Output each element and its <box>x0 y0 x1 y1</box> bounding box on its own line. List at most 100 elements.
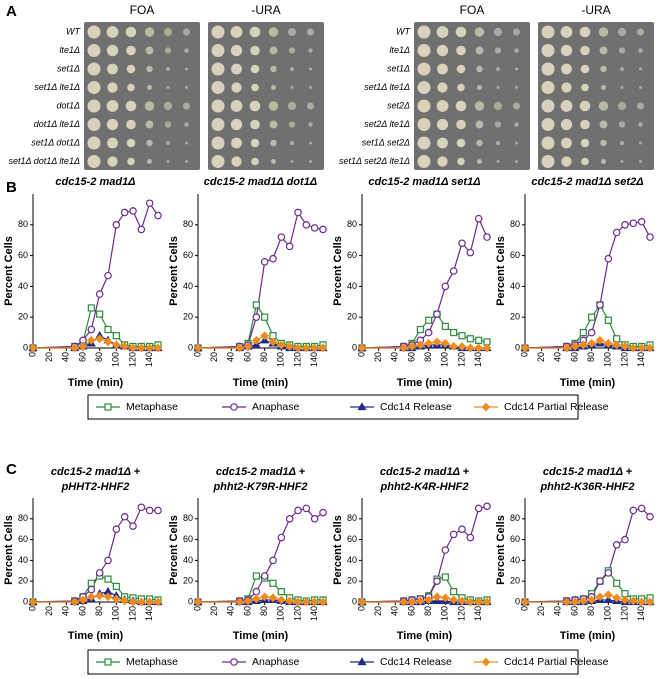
y-tick-label: 0 <box>23 342 28 352</box>
marker-square <box>475 336 483 344</box>
strain-label: dot1Δ <box>56 100 80 110</box>
colony-spot <box>417 136 431 150</box>
marker-diamond <box>251 594 261 604</box>
y-tick-label: 40 <box>183 281 193 291</box>
marker-diamond <box>570 342 580 351</box>
marker-diamond <box>465 597 475 607</box>
marker-circle <box>104 556 112 565</box>
marker-diamond <box>482 343 492 353</box>
marker-diamond <box>318 343 328 353</box>
marker-diamond <box>103 337 113 347</box>
marker-diamond <box>399 597 409 607</box>
colony-spot <box>456 119 466 130</box>
colony-spot <box>309 160 312 163</box>
x-tick-label: 20 <box>536 606 546 616</box>
colony-spot <box>417 44 431 57</box>
colony-spot <box>290 86 294 89</box>
marker-diamond <box>424 595 434 605</box>
colony-spot <box>211 25 225 39</box>
colony-spot <box>269 46 278 55</box>
y-tick-label: 60 <box>510 534 520 544</box>
y-tick-label: 40 <box>183 555 193 565</box>
y-tick-label: 0 <box>352 342 357 352</box>
colony-spot <box>249 100 261 112</box>
strain-label: lte1Δ <box>389 45 410 55</box>
colony-spot <box>251 157 259 166</box>
x-tick-label: 80 <box>586 352 596 362</box>
colony-spot <box>494 47 502 54</box>
colony-spot <box>455 26 467 38</box>
colony-spot <box>541 25 555 39</box>
marker-diamond <box>120 596 130 606</box>
legend-label: Anaphase <box>252 401 299 413</box>
marker-square <box>104 325 112 334</box>
legend-label: Metaphase <box>126 656 178 668</box>
y-tick-label: 60 <box>347 250 357 260</box>
colony-spot <box>541 62 555 76</box>
marker-diamond <box>136 597 146 607</box>
colony-spot <box>598 27 609 37</box>
marker-circle <box>483 502 491 511</box>
marker-circle <box>120 512 129 521</box>
colony-spot <box>165 140 171 146</box>
marker-diamond <box>440 339 450 348</box>
colony-spot <box>270 65 277 73</box>
plate-header: FOA <box>130 3 155 17</box>
marker-diamond <box>415 340 425 350</box>
plate-header: -URA <box>581 3 610 17</box>
colony-spot <box>184 122 189 127</box>
chart-title: phht2-K79R-HHF2 <box>212 481 307 493</box>
marker-diamond <box>193 343 203 353</box>
y-tick-label: 80 <box>510 219 520 229</box>
colony-spot <box>87 44 101 57</box>
colony-spot <box>493 101 503 111</box>
marker-diamond <box>276 340 286 350</box>
y-tick-label: 20 <box>183 312 193 322</box>
marker-diamond <box>620 595 630 605</box>
colony-spot <box>619 66 625 72</box>
y-tick-label: 80 <box>183 513 193 523</box>
colony-spot <box>230 44 243 57</box>
x-tick-label: 100 <box>440 606 450 621</box>
y-tick-label: 40 <box>347 555 357 565</box>
x-tick-label: 20 <box>44 606 54 616</box>
colony-spot <box>145 120 154 129</box>
marker-circle <box>637 217 646 226</box>
colony-spot <box>600 139 607 147</box>
marker-diamond <box>407 597 417 607</box>
series-line <box>32 201 159 349</box>
y-axis-label: Percent Cells <box>168 515 180 585</box>
marker-diamond <box>145 597 155 607</box>
colony-spot <box>600 65 607 73</box>
marker-circle <box>154 506 162 515</box>
marker-circle <box>120 208 129 217</box>
colony-spot <box>163 27 173 37</box>
strain-label: set1Δ <box>57 63 80 73</box>
marker-circle <box>145 506 154 515</box>
y-tick-label: 20 <box>18 312 28 322</box>
colony-spot <box>125 26 137 38</box>
marker-diamond <box>628 343 638 353</box>
marker-diamond <box>153 343 163 353</box>
colony-spot <box>288 47 296 54</box>
marker-diamond <box>95 591 105 601</box>
marker-diamond <box>293 343 303 353</box>
marker-diamond <box>301 597 311 607</box>
colony-spot <box>417 81 431 94</box>
colony-spot <box>541 81 555 94</box>
colony-spot <box>87 81 101 94</box>
x-tick-label: 0 <box>192 606 202 611</box>
marker-circle <box>252 587 261 596</box>
x-tick-label: 40 <box>390 352 400 362</box>
x-tick-label: 80 <box>259 606 269 616</box>
marker-diamond <box>103 592 113 602</box>
marker-circle <box>112 525 121 534</box>
y-axis-label: Percent Cells <box>3 515 15 585</box>
plate <box>208 22 324 170</box>
marker-diamond <box>120 342 130 351</box>
marker-diamond <box>145 343 155 353</box>
strain-label: set1Δ lte1Δ <box>364 82 410 92</box>
marker-diamond <box>432 592 442 602</box>
colony-spot <box>185 160 188 163</box>
colony-spot <box>581 157 589 166</box>
